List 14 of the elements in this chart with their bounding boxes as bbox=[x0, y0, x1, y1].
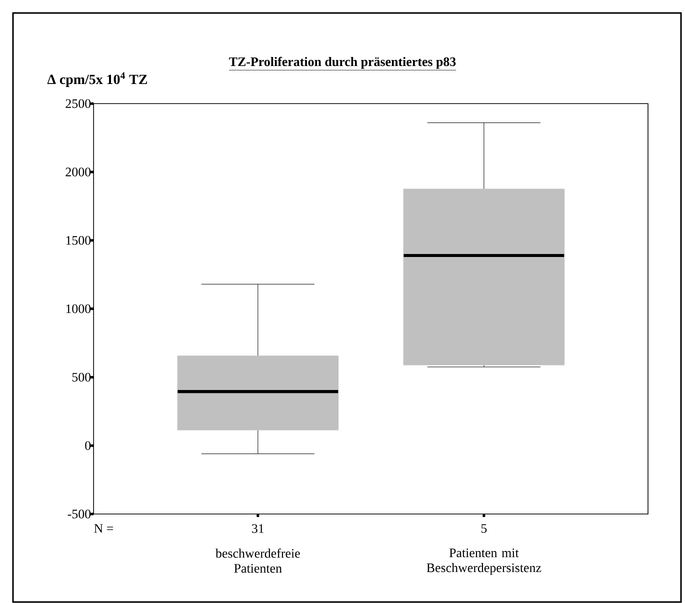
text: 5 bbox=[481, 524, 487, 533]
y-tick-label: 1500 bbox=[66, 236, 91, 245]
y-tick-label: 0 bbox=[85, 441, 91, 450]
y-tick-label: 2500 bbox=[66, 99, 91, 108]
text: 31 bbox=[252, 524, 264, 533]
y-tick-label: -500 bbox=[68, 510, 91, 518]
y-tick-label: 500 bbox=[72, 372, 91, 382]
x-tick-label: beschwerdefreie Patienten bbox=[215, 548, 300, 573]
x-tick-label: Patienten mit Beschwerdepersistenz bbox=[426, 548, 542, 575]
y-axis-title: Δ cpm/5x 10$^{4}$ TZ bbox=[47, 72, 148, 87]
text: N = bbox=[94, 524, 114, 533]
y-tick-label: 2000 bbox=[66, 168, 91, 176]
chart-title: TZ-Proliferation durch präsentiertes p83 bbox=[229, 56, 456, 69]
y-tick-label: 1000 bbox=[66, 304, 91, 314]
